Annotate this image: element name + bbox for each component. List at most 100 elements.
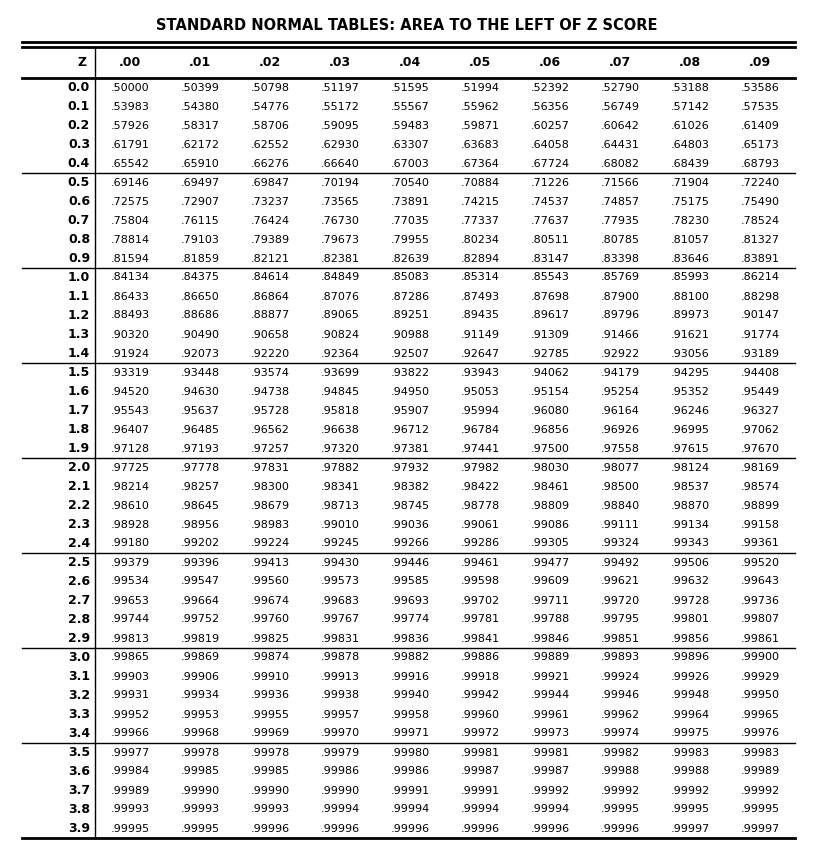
Text: .01: .01 bbox=[189, 56, 211, 69]
Text: .98169: .98169 bbox=[741, 463, 780, 473]
Text: .81859: .81859 bbox=[180, 254, 220, 263]
Text: .99744: .99744 bbox=[111, 615, 150, 625]
Text: .99983: .99983 bbox=[741, 747, 780, 757]
Text: .89065: .89065 bbox=[320, 311, 359, 321]
Text: 1.7: 1.7 bbox=[67, 404, 90, 417]
Text: .88493: .88493 bbox=[111, 311, 150, 321]
Text: .95352: .95352 bbox=[671, 386, 710, 396]
Text: .97615: .97615 bbox=[671, 443, 710, 453]
Text: .87493: .87493 bbox=[460, 291, 499, 301]
Text: .99841: .99841 bbox=[460, 633, 499, 644]
Text: .99831: .99831 bbox=[320, 633, 359, 644]
Text: 3.6: 3.6 bbox=[68, 765, 90, 778]
Text: .96995: .96995 bbox=[671, 424, 710, 435]
Text: .51595: .51595 bbox=[390, 82, 429, 93]
Text: .99266: .99266 bbox=[390, 538, 429, 548]
Text: .98300: .98300 bbox=[250, 481, 289, 492]
Text: .99573: .99573 bbox=[320, 576, 359, 587]
Text: .73565: .73565 bbox=[320, 196, 359, 206]
Text: .99286: .99286 bbox=[460, 538, 499, 548]
Text: .96164: .96164 bbox=[601, 406, 640, 415]
Text: .99960: .99960 bbox=[460, 710, 499, 719]
Text: .99993: .99993 bbox=[111, 805, 150, 814]
Text: .54776: .54776 bbox=[250, 102, 289, 111]
Text: .92647: .92647 bbox=[460, 348, 499, 358]
Text: .53188: .53188 bbox=[671, 82, 710, 93]
Text: .99788: .99788 bbox=[530, 615, 570, 625]
Text: .99910: .99910 bbox=[250, 672, 289, 682]
Text: .99906: .99906 bbox=[180, 672, 220, 682]
Text: .99643: .99643 bbox=[741, 576, 780, 587]
Text: .59095: .59095 bbox=[320, 121, 359, 131]
Text: .99430: .99430 bbox=[320, 558, 359, 567]
Text: .96407: .96407 bbox=[111, 424, 150, 435]
Text: .99962: .99962 bbox=[601, 710, 640, 719]
Text: .77337: .77337 bbox=[460, 216, 499, 226]
Text: .79103: .79103 bbox=[180, 234, 220, 245]
Text: .93319: .93319 bbox=[111, 368, 150, 378]
Text: .04: .04 bbox=[399, 56, 421, 69]
Text: STANDARD NORMAL TABLES: AREA TO THE LEFT OF Z SCORE: STANDARD NORMAL TABLES: AREA TO THE LEFT… bbox=[156, 18, 657, 33]
Text: .99972: .99972 bbox=[460, 728, 500, 739]
Text: .99111: .99111 bbox=[601, 520, 640, 530]
Text: 3.1: 3.1 bbox=[67, 670, 90, 683]
Text: .85083: .85083 bbox=[390, 273, 429, 283]
Text: .98610: .98610 bbox=[111, 501, 150, 510]
Text: .84134: .84134 bbox=[111, 273, 150, 283]
Text: .69497: .69497 bbox=[180, 177, 220, 188]
Text: .99010: .99010 bbox=[320, 520, 359, 530]
Text: .99305: .99305 bbox=[531, 538, 569, 548]
Text: 1.8: 1.8 bbox=[67, 423, 90, 436]
Text: .73891: .73891 bbox=[390, 196, 429, 206]
Text: .97982: .97982 bbox=[460, 463, 500, 473]
Text: .99983: .99983 bbox=[671, 747, 710, 757]
Text: .99896: .99896 bbox=[671, 653, 710, 662]
Text: .08: .08 bbox=[679, 56, 701, 69]
Text: .92785: .92785 bbox=[530, 348, 570, 358]
Text: .65542: .65542 bbox=[111, 159, 150, 168]
Text: .99767: .99767 bbox=[320, 615, 359, 625]
Text: .99547: .99547 bbox=[180, 576, 220, 587]
Text: .87286: .87286 bbox=[390, 291, 429, 301]
Text: .91774: .91774 bbox=[741, 329, 780, 340]
Text: .99477: .99477 bbox=[530, 558, 570, 567]
Text: .99986: .99986 bbox=[320, 767, 359, 777]
Text: .99988: .99988 bbox=[671, 767, 710, 777]
Text: .99990: .99990 bbox=[250, 785, 289, 796]
Text: .86650: .86650 bbox=[180, 291, 220, 301]
Text: 0.0: 0.0 bbox=[67, 81, 90, 94]
Text: .83891: .83891 bbox=[741, 254, 780, 263]
Text: .99953: .99953 bbox=[180, 710, 220, 719]
Text: .68439: .68439 bbox=[671, 159, 710, 168]
Text: .99942: .99942 bbox=[460, 690, 500, 700]
Text: .99994: .99994 bbox=[320, 805, 359, 814]
Text: .62552: .62552 bbox=[250, 139, 289, 149]
Text: .74215: .74215 bbox=[460, 196, 499, 206]
Text: .99061: .99061 bbox=[460, 520, 499, 530]
Text: .77637: .77637 bbox=[531, 216, 569, 226]
Text: .99774: .99774 bbox=[390, 615, 429, 625]
Text: .99795: .99795 bbox=[601, 615, 640, 625]
Text: .91924: .91924 bbox=[111, 348, 150, 358]
Text: .91309: .91309 bbox=[531, 329, 569, 340]
Text: .65173: .65173 bbox=[741, 139, 780, 149]
Text: .92364: .92364 bbox=[320, 348, 359, 358]
Text: .64803: .64803 bbox=[671, 139, 710, 149]
Text: .99878: .99878 bbox=[320, 653, 359, 662]
Text: .89617: .89617 bbox=[531, 311, 569, 321]
Text: .97670: .97670 bbox=[741, 443, 780, 453]
Text: .97831: .97831 bbox=[250, 463, 289, 473]
Text: .99921: .99921 bbox=[530, 672, 570, 682]
Text: .99993: .99993 bbox=[250, 805, 289, 814]
Text: .65910: .65910 bbox=[180, 159, 220, 168]
Text: .98341: .98341 bbox=[320, 481, 359, 492]
Text: 2.9: 2.9 bbox=[67, 632, 90, 645]
Text: .55567: .55567 bbox=[390, 102, 429, 111]
Text: .89251: .89251 bbox=[390, 311, 429, 321]
Text: .94408: .94408 bbox=[741, 368, 780, 378]
Text: .99969: .99969 bbox=[250, 728, 289, 739]
Text: .88298: .88298 bbox=[741, 291, 780, 301]
Text: .85993: .85993 bbox=[671, 273, 710, 283]
Text: 3.3: 3.3 bbox=[68, 708, 90, 721]
Text: .86864: .86864 bbox=[250, 291, 289, 301]
